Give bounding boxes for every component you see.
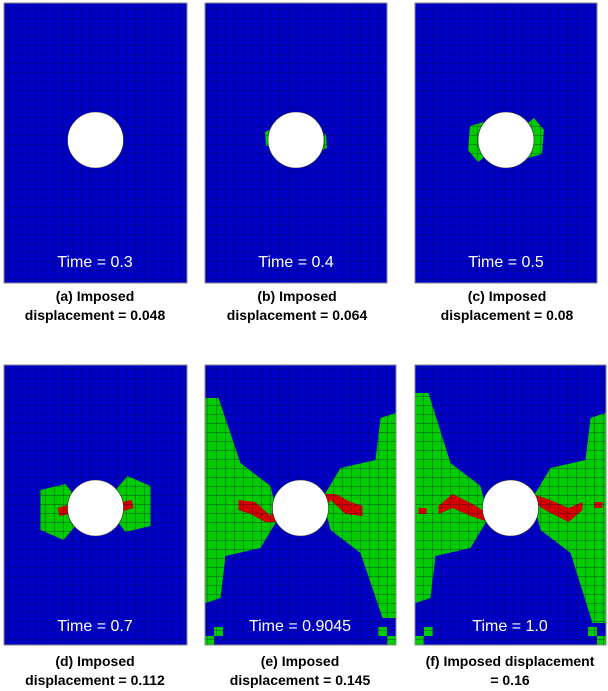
mesh-panel-b	[204, 2, 388, 284]
mesh-panel-a	[3, 2, 188, 284]
caption-c: (c) Imposed displacement = 0.08	[440, 288, 574, 323]
caption-b: (b) Imposed displacement = 0.064	[226, 288, 368, 323]
hole	[477, 111, 535, 169]
time-label-a: Time = 0.3	[57, 254, 133, 271]
mesh-panel-d	[3, 364, 188, 646]
caption-e: (e) Imposed displacement = 0.145	[229, 653, 371, 688]
panel-border	[204, 364, 397, 646]
hole	[482, 479, 539, 537]
mesh-panel-e	[204, 364, 397, 646]
time-label-f: Time = 1.0	[472, 618, 548, 635]
mesh-panel-c	[414, 2, 598, 284]
time-label-b: Time = 0.4	[258, 254, 334, 271]
panel-border	[414, 2, 598, 284]
hole	[67, 111, 124, 169]
panel-border	[414, 364, 607, 646]
caption-d: (d) Imposed displacement = 0.112	[25, 653, 165, 688]
caption-f: (f) Imposed displacement = 0.16	[425, 653, 595, 688]
time-label-c: Time = 0.5	[468, 254, 544, 271]
panel-border	[3, 2, 188, 284]
hole	[272, 479, 329, 537]
hole	[267, 111, 325, 169]
hole	[67, 479, 124, 537]
caption-a: (a) Imposed displacement = 0.048	[24, 288, 166, 323]
time-label-e: Time = 0.9045	[248, 618, 352, 635]
panel-border	[3, 364, 188, 646]
mesh-panel-f	[414, 364, 607, 646]
time-label-d: Time = 0.7	[57, 618, 133, 635]
panel-border	[204, 2, 388, 284]
